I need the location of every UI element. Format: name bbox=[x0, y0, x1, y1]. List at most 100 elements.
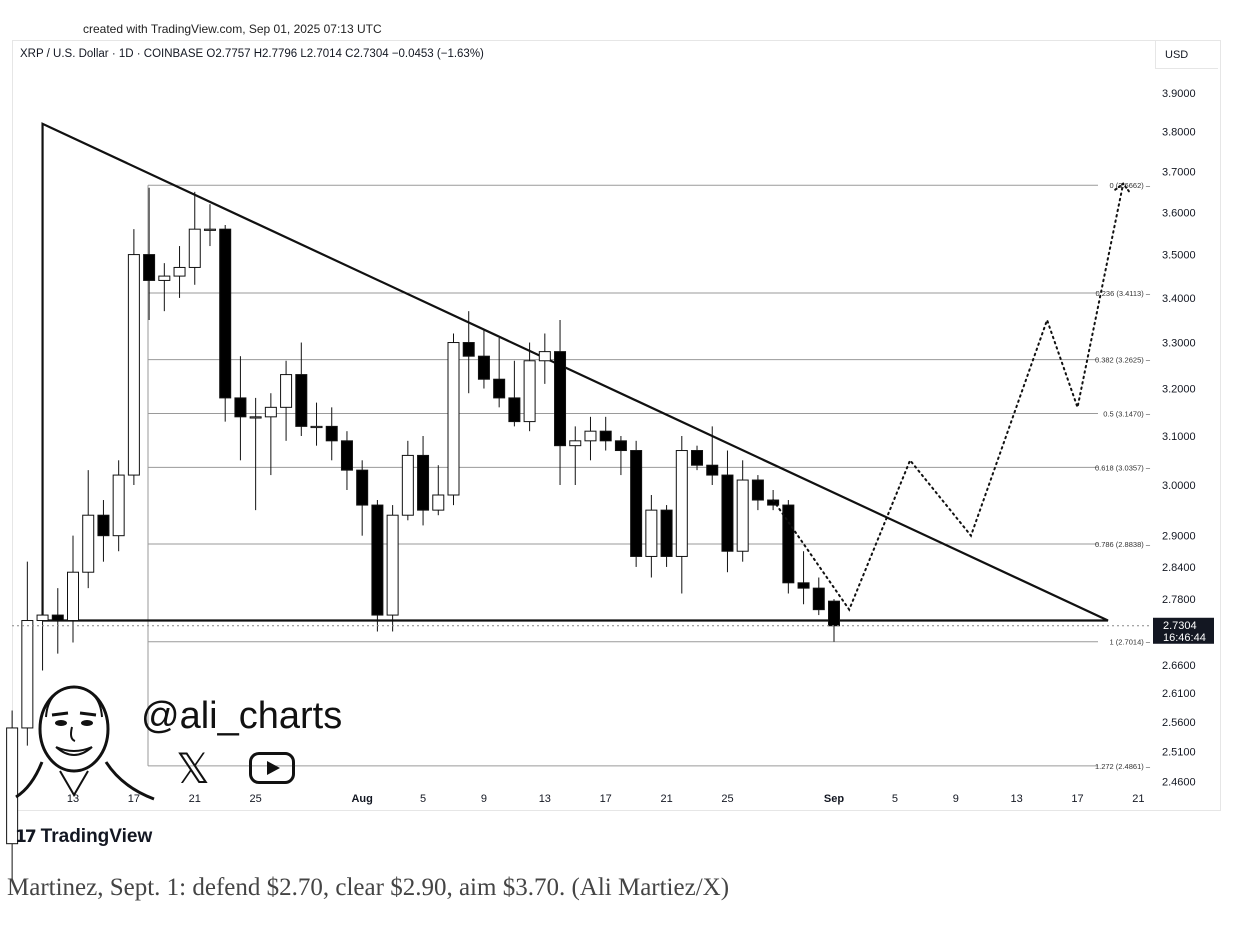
y-tick-label: 2.5100 bbox=[1162, 747, 1196, 759]
candle-body bbox=[112, 474, 125, 537]
y-tick-label: 2.6100 bbox=[1162, 688, 1196, 700]
candle-body bbox=[538, 351, 551, 362]
youtube-icon[interactable] bbox=[249, 752, 295, 784]
current-price-tag: 2.7304 16:46:44 bbox=[12, 617, 1214, 644]
candle-body bbox=[691, 450, 704, 466]
y-tick-label: 3.9000 bbox=[1162, 88, 1196, 100]
x-tick-label: 13 bbox=[1011, 793, 1023, 805]
x-tick-label: Sep bbox=[824, 793, 844, 805]
price-tag-value: 2.7304 bbox=[1163, 620, 1197, 632]
candle-body bbox=[6, 727, 19, 845]
x-tick-label: 21 bbox=[189, 793, 201, 805]
y-tick-label: 2.9000 bbox=[1162, 531, 1196, 543]
x-tick-label: 13 bbox=[67, 793, 79, 805]
candle-body bbox=[386, 514, 399, 616]
y-tick-label: 2.8400 bbox=[1162, 562, 1196, 574]
candle-body bbox=[310, 425, 323, 429]
y-tick-label: 2.7800 bbox=[1162, 594, 1196, 606]
candle-body bbox=[295, 374, 308, 427]
time-axis: 13 17 21 25 Aug 5 9 13 17 21 25 Sep 5 9 13 17 21 bbox=[67, 793, 1145, 805]
candle-body bbox=[797, 582, 810, 589]
candle-body bbox=[782, 504, 795, 584]
candle-body bbox=[736, 479, 749, 552]
candle-body bbox=[51, 614, 64, 622]
candle-body bbox=[97, 514, 110, 537]
candle-body bbox=[721, 474, 734, 552]
candle-body bbox=[432, 494, 445, 511]
candle-body bbox=[325, 425, 338, 442]
descending-triangle bbox=[41, 122, 1109, 622]
x-tick-label: 17 bbox=[128, 793, 140, 805]
fib-label: 0.382 (3.2625) – bbox=[1095, 356, 1151, 365]
fib-label: 0.236 (3.4113) – bbox=[1096, 289, 1151, 298]
x-logo-icon[interactable]: 𝕏 bbox=[176, 744, 210, 793]
candle-body bbox=[188, 228, 201, 268]
candle-body bbox=[417, 454, 430, 511]
x-tick-label: 9 bbox=[953, 793, 959, 805]
x-tick-label: Aug bbox=[351, 793, 372, 805]
candle-body bbox=[219, 228, 232, 399]
candle-body bbox=[82, 514, 95, 573]
tradingview-logo: 17 TradingView bbox=[15, 826, 152, 848]
x-tick-label: 9 bbox=[481, 793, 487, 805]
candle-body bbox=[249, 416, 262, 419]
fib-label: 0.786 (2.8838) – bbox=[1095, 540, 1151, 549]
y-tick-label: 3.7000 bbox=[1162, 167, 1196, 179]
candle-body bbox=[173, 266, 186, 277]
candle-body bbox=[264, 406, 277, 418]
author-handle: @ali_charts bbox=[141, 695, 343, 737]
candle-body bbox=[143, 254, 156, 281]
candle-body bbox=[203, 228, 216, 231]
projection-path bbox=[772, 182, 1131, 612]
triangle-outline bbox=[41, 122, 1109, 622]
y-tick-label: 3.5000 bbox=[1162, 250, 1196, 262]
x-tick-label: 17 bbox=[600, 793, 612, 805]
y-tick-label: 2.6600 bbox=[1162, 660, 1196, 672]
candle-body bbox=[614, 440, 627, 452]
fib-label: 0 (3.6662) – bbox=[1110, 181, 1151, 190]
candle-body bbox=[584, 430, 597, 442]
candle-body bbox=[523, 360, 536, 423]
chart-frame bbox=[12, 40, 1221, 811]
x-tick-label: 5 bbox=[892, 793, 898, 805]
candle-body bbox=[630, 450, 643, 557]
candle-body bbox=[280, 374, 293, 408]
symbol-info-line: XRP / U.S. Dollar · 1D · COINBASE O2.775… bbox=[20, 48, 484, 60]
candle-body bbox=[554, 351, 567, 447]
candle-body bbox=[751, 479, 764, 501]
candle-body bbox=[508, 397, 521, 423]
candle-body bbox=[401, 454, 414, 516]
candle-body bbox=[599, 430, 612, 442]
currency-selector[interactable]: USD bbox=[1155, 41, 1218, 69]
fib-label: 0.618 (3.0357) – bbox=[1095, 463, 1151, 472]
x-tick-label: 13 bbox=[539, 793, 551, 805]
candle-body bbox=[660, 509, 673, 557]
fib-label: 1 (2.7014) – bbox=[1110, 638, 1151, 647]
candle-body bbox=[645, 509, 658, 557]
candle-body bbox=[675, 450, 688, 557]
candle-body bbox=[340, 440, 353, 471]
candlesticks bbox=[6, 187, 840, 883]
price-axis: 3.9000 3.8000 3.7000 3.6000 3.5000 3.4000 3.30… bbox=[1162, 88, 1196, 789]
price-tag-box bbox=[1153, 617, 1214, 644]
created-with-text: created with TradingView.com, Sep 01, 20… bbox=[83, 22, 382, 36]
x-tick-label: 21 bbox=[1132, 793, 1144, 805]
x-tick-label: 21 bbox=[660, 793, 672, 805]
tradingview-wordmark: TradingView bbox=[40, 826, 153, 847]
image-caption: Martinez, Sept. 1: defend $2.70, clear $… bbox=[7, 874, 730, 901]
candle-body bbox=[67, 571, 79, 622]
candle-body bbox=[127, 254, 140, 476]
candle-body bbox=[828, 600, 840, 627]
candle-body bbox=[812, 587, 825, 611]
y-tick-label: 3.4000 bbox=[1162, 293, 1196, 305]
y-tick-label: 3.0000 bbox=[1162, 480, 1196, 492]
y-tick-label: 2.5600 bbox=[1162, 717, 1196, 729]
tradingview-logo-icon: 17 bbox=[15, 827, 37, 847]
candle-body bbox=[569, 440, 582, 447]
candle-body bbox=[36, 614, 49, 622]
avatar-caricature-icon bbox=[15, 685, 155, 801]
fibonacci-levels: 0 (3.6662) – 0.236 (3.4113) – 0.382 (3.262… bbox=[147, 181, 1151, 771]
projection-arrowhead bbox=[1114, 182, 1131, 193]
candle-body bbox=[477, 355, 490, 380]
